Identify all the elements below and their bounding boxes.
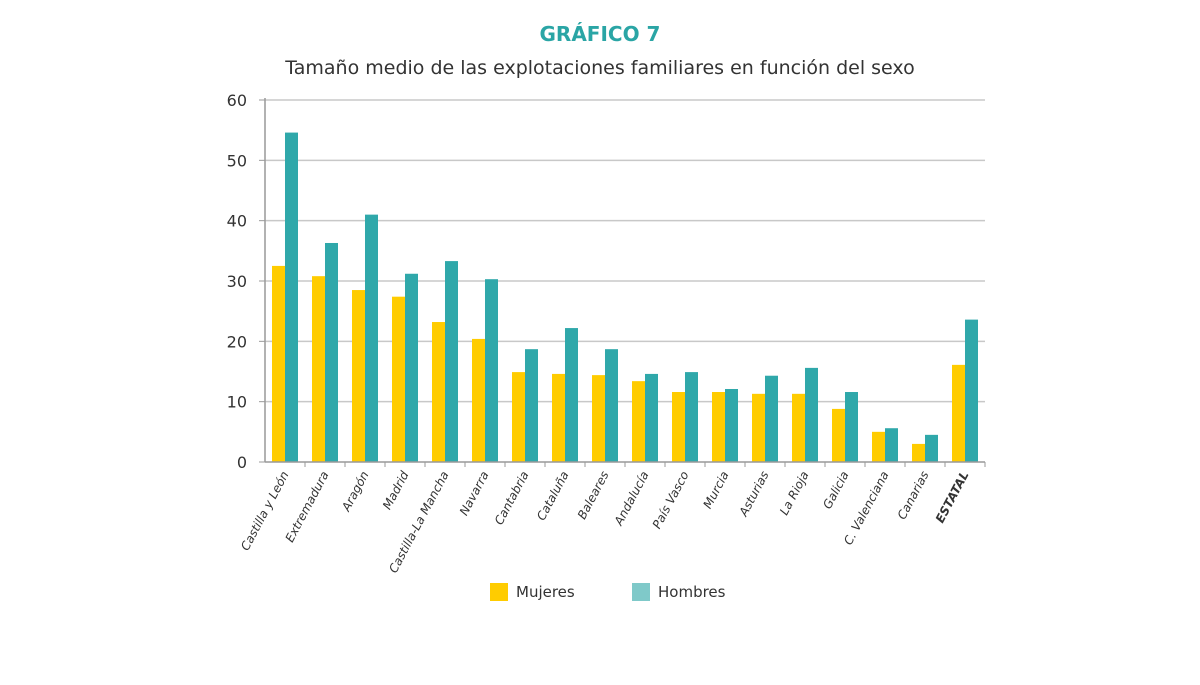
bar-hombres xyxy=(445,261,458,462)
x-tick-label: Madrid xyxy=(380,469,412,512)
bar-hombres xyxy=(525,349,538,462)
bar-mujeres xyxy=(592,375,605,462)
bar-mujeres xyxy=(752,393,765,462)
legend-label: Hombres xyxy=(658,583,726,601)
bar-hombres xyxy=(765,375,778,462)
x-tick-label: Castilla y León xyxy=(238,469,292,553)
x-tick-label: Navarra xyxy=(457,469,492,518)
legend-label: Mujeres xyxy=(516,583,575,601)
y-tick-label: 50 xyxy=(227,151,247,170)
legend-swatch-mujeres xyxy=(490,583,508,601)
bar-hombres xyxy=(485,279,498,462)
bar-hombres xyxy=(645,373,658,462)
bar-mujeres xyxy=(392,296,405,462)
bar-mujeres xyxy=(672,392,685,462)
x-tick-label: Cataluña xyxy=(534,469,572,523)
bar-hombres xyxy=(885,428,898,462)
x-tick-label: ESTATAL xyxy=(933,469,972,525)
bar-mujeres xyxy=(872,431,885,462)
y-tick-label: 20 xyxy=(227,332,247,351)
x-tick-label: Asturias xyxy=(736,469,772,519)
bar-mujeres xyxy=(512,372,525,462)
bar-mujeres xyxy=(912,443,925,462)
bar-mujeres xyxy=(712,392,725,462)
bar-mujeres xyxy=(552,373,565,462)
bar-mujeres xyxy=(312,276,325,462)
bar-mujeres xyxy=(352,290,365,462)
bar-hombres xyxy=(965,319,978,462)
bar-mujeres xyxy=(632,381,645,462)
chart-title: Tamaño medio de las explotaciones famili… xyxy=(285,57,915,79)
x-tick-label: Cantabria xyxy=(492,469,532,527)
x-tick-label: Galicia xyxy=(820,469,851,511)
bar-mujeres xyxy=(472,338,485,462)
y-tick-label: 40 xyxy=(227,212,247,231)
bar-hombres xyxy=(365,214,378,462)
legend-item-hombres: Hombres xyxy=(632,583,725,601)
bar-mujeres xyxy=(272,265,285,462)
x-tick-label: Andalucía xyxy=(611,469,652,529)
bar-hombres xyxy=(325,242,338,462)
bar-hombres xyxy=(845,392,858,462)
x-tick-label: País Vasco xyxy=(650,469,692,531)
x-tick-label: Baleares xyxy=(575,469,612,522)
bar-hombres xyxy=(805,367,818,462)
bar-hombres xyxy=(285,132,298,462)
x-tick-label: La Rioja xyxy=(777,469,812,518)
bar-hombres xyxy=(565,328,578,462)
bar-hombres xyxy=(405,273,418,462)
y-tick-label: 10 xyxy=(227,393,247,412)
chart-supertitle: GRÁFICO 7 xyxy=(539,22,661,46)
bar-hombres xyxy=(685,372,698,462)
bar-hombres xyxy=(925,434,938,462)
y-tick-label: 0 xyxy=(237,453,247,472)
bar-mujeres xyxy=(792,393,805,462)
bar-mujeres xyxy=(432,322,445,462)
x-tick-label: Canarias xyxy=(895,469,932,522)
bar-mujeres xyxy=(832,408,845,462)
x-tick-label: Extremadura xyxy=(283,469,332,545)
legend-item-mujeres: Mujeres xyxy=(490,583,575,601)
bar-hombres xyxy=(725,388,738,462)
legend-swatch-hombres xyxy=(632,583,650,601)
bar-mujeres xyxy=(952,364,965,462)
x-tick-label: Aragón xyxy=(339,469,372,514)
x-tick-label: Murcia xyxy=(700,469,731,511)
y-tick-label: 60 xyxy=(227,91,247,110)
bar-hombres xyxy=(605,349,618,462)
y-tick-label: 30 xyxy=(227,272,247,291)
